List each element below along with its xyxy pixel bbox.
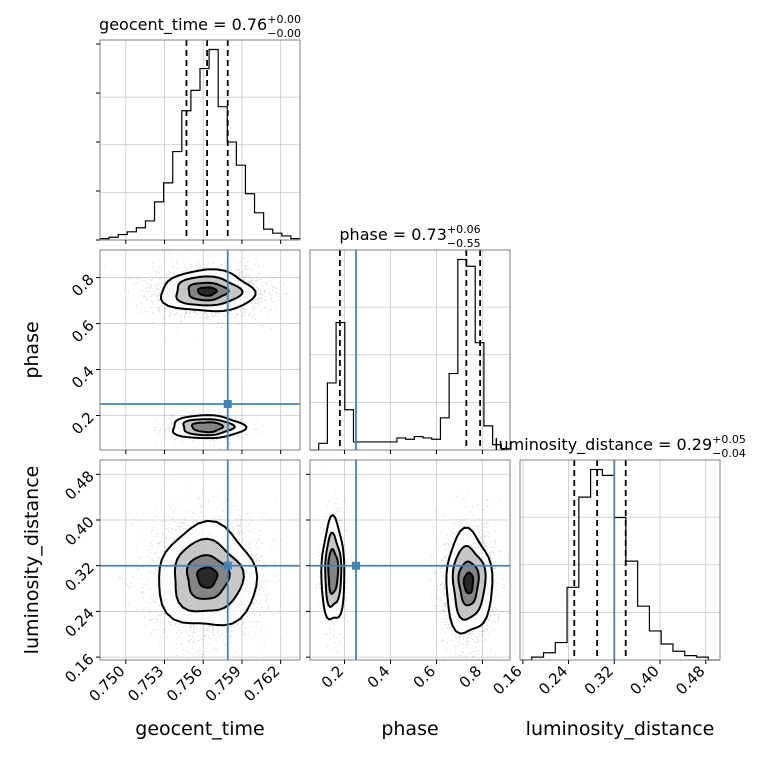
y-axis-label-luminosity-distance: luminosity_distance [21,466,43,655]
x-tick-label: 0.750 [86,662,129,705]
panel-content [100,250,300,450]
x-tick-label: 0.2 [318,662,348,692]
x-axis-label-phase: phase [381,718,438,740]
panel-content [310,460,510,660]
title-sub: −0.55 [447,237,481,250]
y-tick-label: 0.40 [61,513,97,549]
y-tick-label: 0.16 [61,650,97,686]
truth-marker [223,400,232,409]
hist-step [310,258,511,451]
hist-step [520,468,720,661]
x-tick-label: 0.759 [202,662,245,705]
contour-level [196,286,218,297]
axes-frame [309,459,511,661]
panel-content [100,460,300,660]
title-sup: +0.00 [267,13,301,26]
y-tick-label: 0.24 [61,604,97,640]
x-axis-label-luminosity-distance: luminosity_distance [526,718,715,740]
contour-level [196,566,219,589]
contour-level [190,421,225,434]
x-tick-label: 0.762 [240,662,283,705]
title-main: geocent_time = 0.76 [99,15,267,35]
y-tick-label: 0.2 [68,408,98,438]
y-tick-label: 0.8 [68,271,98,301]
hist-panel-luminosity_distance: 0.16 0.24 0.32 0.40 0.48 luminosity_distance … [489,433,746,698]
hist-title: geocent_time = 0.76+0.00 [99,13,301,35]
hist-panel-phase: phase = 0.73+0.06−0.55 [309,223,511,454]
x-tick-label: 0.4 [364,662,394,692]
x-tick-label: 0.24 [535,662,571,698]
x-tick-label: 0.16 [489,662,525,698]
title-sup: +0.06 [447,223,481,236]
title-sub: −0.04 [712,447,746,460]
axes-frame [309,249,511,451]
y-tick-label: 0.6 [68,316,98,346]
title-main: luminosity_distance = 0.29 [494,435,712,455]
hist-title: luminosity_distance = 0.29+0.05 [494,433,746,455]
axes-frame [99,249,301,451]
contour-level [462,571,475,595]
y-tick-label: 0.48 [61,467,97,503]
contour-level [327,547,340,595]
truth-marker [223,561,232,570]
title-sub: −0.00 [267,27,301,40]
y-tick-label: 0.4 [68,362,98,392]
x-tick-label: 0.32 [581,662,617,698]
x-tick-label: 0.6 [410,662,440,692]
hist-title: phase = 0.73+0.06 [339,223,480,244]
axes-frame [99,459,301,661]
panel-phase-vs-luminosity_distance: 0.2 0.4 0.6 0.8 [306,459,511,692]
hist-panel-geocent_time: geocent_time = 0.76+0.00−0.00 [96,13,301,244]
axes-frame [519,459,721,661]
y-axis-label-phase: phase [21,321,43,378]
truth-marker [351,561,360,570]
x-tick-label: 0.753 [124,662,167,705]
x-tick-label: 0.48 [672,662,708,698]
x-tick-label: 0.8 [456,662,486,692]
hist-step [99,48,301,240]
x-tick-label: 0.756 [163,662,206,705]
panel-geocent_time-vs-phase: 0.2 0.4 0.6 0.8 [68,249,301,454]
axes-frame [99,39,301,241]
x-axis-label-geocent-time: geocent_time [135,718,264,740]
y-tick-label: 0.32 [61,559,97,595]
title-main: phase = 0.73 [339,225,446,244]
x-tick-label: 0.40 [626,662,662,698]
title-sup: +0.05 [712,433,746,446]
